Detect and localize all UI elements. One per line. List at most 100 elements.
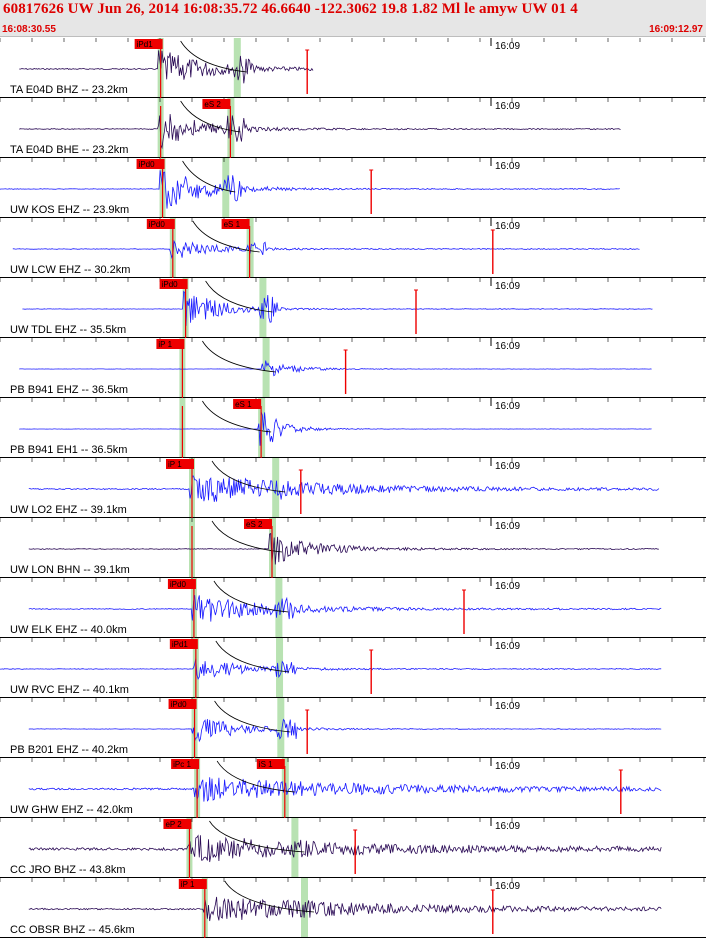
p-pick-label: iP 1 [168, 460, 182, 469]
station-label: UW LCW EHZ -- 30.2km [10, 264, 130, 276]
s-pick-label: iS 1 [259, 760, 273, 769]
waveform-trace [19, 411, 652, 446]
minute-tick-label: 16:09 [495, 41, 520, 52]
pick-window-band [222, 158, 230, 218]
minute-tick-label: 16:09 [495, 401, 520, 412]
p-pick-label: eP 2 [165, 820, 182, 829]
p-pick-label: iPd0 [149, 220, 166, 229]
waveform-trace [12, 239, 640, 259]
s-pick-label: eS 2 [246, 520, 263, 529]
travel-time-curve [211, 460, 286, 493]
p-pick-flag [136, 159, 165, 169]
station-label: UW ELK EHZ -- 40.0km [10, 624, 127, 636]
s-pick-label: eS 1 [235, 400, 252, 409]
p-pick-label: iPc 1 [173, 760, 191, 769]
station-label: PB B941 EHZ -- 36.5km [10, 384, 128, 396]
travel-time-curve [224, 880, 315, 913]
s-pick-label: eS 2 [204, 100, 221, 109]
station-label: UW KOS EHZ -- 23.9km [10, 204, 129, 216]
travel-time-curve [213, 580, 289, 613]
station-label: UW TDL EHZ -- 35.5km [10, 324, 126, 336]
p-pick-label: iPd1 [137, 40, 154, 49]
s-pick-label: eS 1 [224, 220, 241, 229]
time-end-label: 16:09:12.97 [649, 24, 703, 35]
station-label: TA E04D BHZ -- 23.2km [10, 84, 128, 96]
travel-time-curve [202, 340, 276, 373]
minute-tick-label: 16:09 [495, 581, 520, 592]
travel-time-curve [216, 760, 295, 793]
pick-window-band [262, 338, 270, 398]
station-label: UW LON BHN -- 39.1km [10, 564, 130, 576]
p-pick-label: iP 1 [158, 340, 172, 349]
waveform-trace [22, 290, 653, 326]
travel-time-curve [182, 160, 236, 193]
minute-tick-label: 16:09 [495, 341, 520, 352]
minute-tick-label: 16:09 [495, 521, 520, 532]
header-bar: 60817626 UW Jun 26, 2014 16:08:35.72 46.… [0, 0, 706, 37]
station-label: CC OBSR BHZ -- 45.6km [10, 924, 135, 936]
p-pick-flag [168, 699, 197, 709]
travel-time-curve [214, 700, 291, 733]
minute-tick-label: 16:09 [495, 821, 520, 832]
p-pick-flag [167, 579, 196, 589]
p-pick-flag [159, 279, 188, 289]
waveform-trace [28, 718, 662, 743]
travel-time-curve [205, 280, 273, 313]
pick-window-band [291, 818, 299, 878]
p-pick-flag [166, 459, 194, 469]
waveform-trace [28, 475, 660, 502]
minute-tick-label: 16:09 [495, 281, 520, 292]
waveform-trace [28, 595, 662, 622]
waveform-trace [19, 114, 621, 150]
p-pick-label: iPd0 [171, 700, 188, 709]
p-pick-label: iP 1 [181, 880, 195, 889]
waveform-trace [19, 360, 652, 377]
station-label: PB B201 EHZ -- 40.2km [10, 744, 128, 756]
p-pick-flag [156, 339, 185, 349]
pick-window-band [259, 278, 267, 338]
p-pick-flag [169, 639, 198, 649]
travel-time-curve [215, 640, 290, 673]
minute-tick-label: 16:09 [495, 701, 520, 712]
travel-time-curve [180, 100, 241, 133]
pick-window-band [277, 698, 285, 758]
travel-time-curve [192, 220, 260, 253]
s-pick-flag [221, 219, 250, 229]
station-label: TA E04D BHE -- 23.2km [10, 144, 128, 156]
station-label: UW LO2 EHZ -- 39.1km [10, 504, 127, 516]
minute-tick-label: 16:09 [495, 881, 520, 892]
s-pick-flag [202, 99, 231, 109]
p-pick-label: iPd1 [172, 640, 189, 649]
p-pick-flag [178, 879, 207, 889]
seismogram-plot: 16:09 iPd1 TA E04D BHZ -- 23.2km 16:09 eS 2 T… [0, 38, 706, 938]
waveform-trace [19, 50, 314, 84]
event-title: 60817626 UW Jun 26, 2014 16:08:35.72 46.… [3, 1, 578, 17]
p-pick-flag [163, 819, 192, 829]
waveform-trace [28, 834, 662, 863]
p-pick-flag [146, 219, 175, 229]
waveform-trace [0, 170, 620, 209]
minute-tick-label: 16:09 [495, 161, 520, 172]
waveform-trace [28, 777, 662, 802]
station-label: UW RVC EHZ -- 40.1km [10, 684, 129, 696]
minute-tick-label: 16:09 [495, 761, 520, 772]
waveform-trace [28, 533, 659, 565]
pick-window-band [276, 638, 284, 698]
waveform-trace [28, 896, 662, 922]
minute-tick-label: 16:09 [495, 101, 520, 112]
station-label: PB B941 EH1 -- 36.5km [10, 444, 127, 456]
minute-tick-label: 16:09 [495, 461, 520, 472]
s-pick-flag [256, 759, 285, 769]
station-label: UW GHW EHZ -- 42.0km [10, 804, 133, 816]
travel-time-curve [180, 40, 247, 73]
waveform-trace [0, 658, 662, 680]
time-start-label: 16:08:30.55 [2, 24, 56, 35]
p-pick-label: iPd0 [162, 280, 179, 289]
p-pick-label: iPd0 [139, 160, 156, 169]
p-pick-flag [134, 39, 163, 49]
station-label: CC JRO BHZ -- 43.8km [10, 864, 126, 876]
minute-tick-label: 16:09 [495, 641, 520, 652]
p-pick-flag [171, 759, 200, 769]
travel-time-curve [209, 820, 305, 853]
s-pick-flag [244, 519, 272, 529]
